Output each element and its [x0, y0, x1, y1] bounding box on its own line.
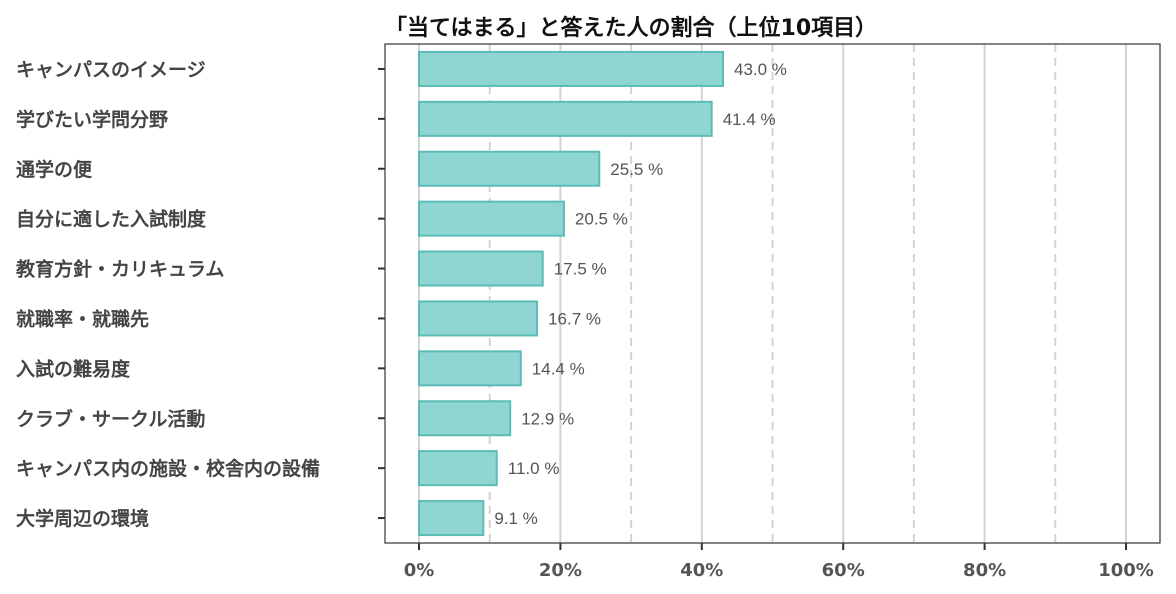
- bar: [418, 300, 539, 337]
- x-tick-label: 60%: [822, 560, 865, 581]
- data-label: 9.1 %: [494, 509, 537, 528]
- panel-border: [384, 43, 1161, 544]
- chart-title: 「当てはまる」と答えた人の割合（上位10項目）: [385, 16, 878, 41]
- category-label: キャンパスのイメージ: [16, 59, 206, 81]
- data-label: 41.4 %: [723, 110, 776, 129]
- data-label: 11.0 %: [508, 459, 560, 478]
- category-label: キャンパス内の施設・校舎内の設備: [16, 457, 320, 480]
- bar: [418, 500, 485, 537]
- bar: [418, 100, 713, 137]
- data-label: 16.7 %: [548, 309, 601, 328]
- bar: [418, 400, 512, 437]
- x-tick-label: 0%: [404, 560, 435, 581]
- category-label: 通学の便: [16, 158, 93, 181]
- category-label: クラブ・サークル活動: [16, 407, 205, 430]
- data-label: 43.0 %: [734, 60, 787, 79]
- x-tick-label: 20%: [539, 560, 582, 581]
- category-label: 入試の難易度: [16, 357, 131, 380]
- bar: [418, 350, 522, 387]
- bar: [418, 50, 725, 87]
- x-tick-label: 40%: [680, 560, 723, 581]
- data-label: 14.4 %: [532, 359, 585, 378]
- bar: [418, 150, 601, 187]
- bar: [418, 250, 544, 287]
- data-label: 12.9 %: [521, 409, 574, 428]
- category-label: 自分に適した入試制度: [16, 208, 207, 231]
- data-label: 25.5 %: [610, 160, 663, 179]
- bar: [418, 450, 498, 487]
- x-tick-label: 100%: [1098, 560, 1154, 581]
- data-label: 17.5 %: [554, 260, 607, 279]
- category-label: 学びたい学問分野: [16, 108, 168, 131]
- x-tick-label: 80%: [963, 560, 1006, 581]
- category-label: 大学周辺の環境: [16, 507, 149, 530]
- data-label: 20.5 %: [575, 210, 628, 229]
- category-label: 就職率・就職先: [16, 307, 149, 330]
- bar: [418, 200, 565, 237]
- category-label: 教育方針・カリキュラム: [16, 258, 224, 281]
